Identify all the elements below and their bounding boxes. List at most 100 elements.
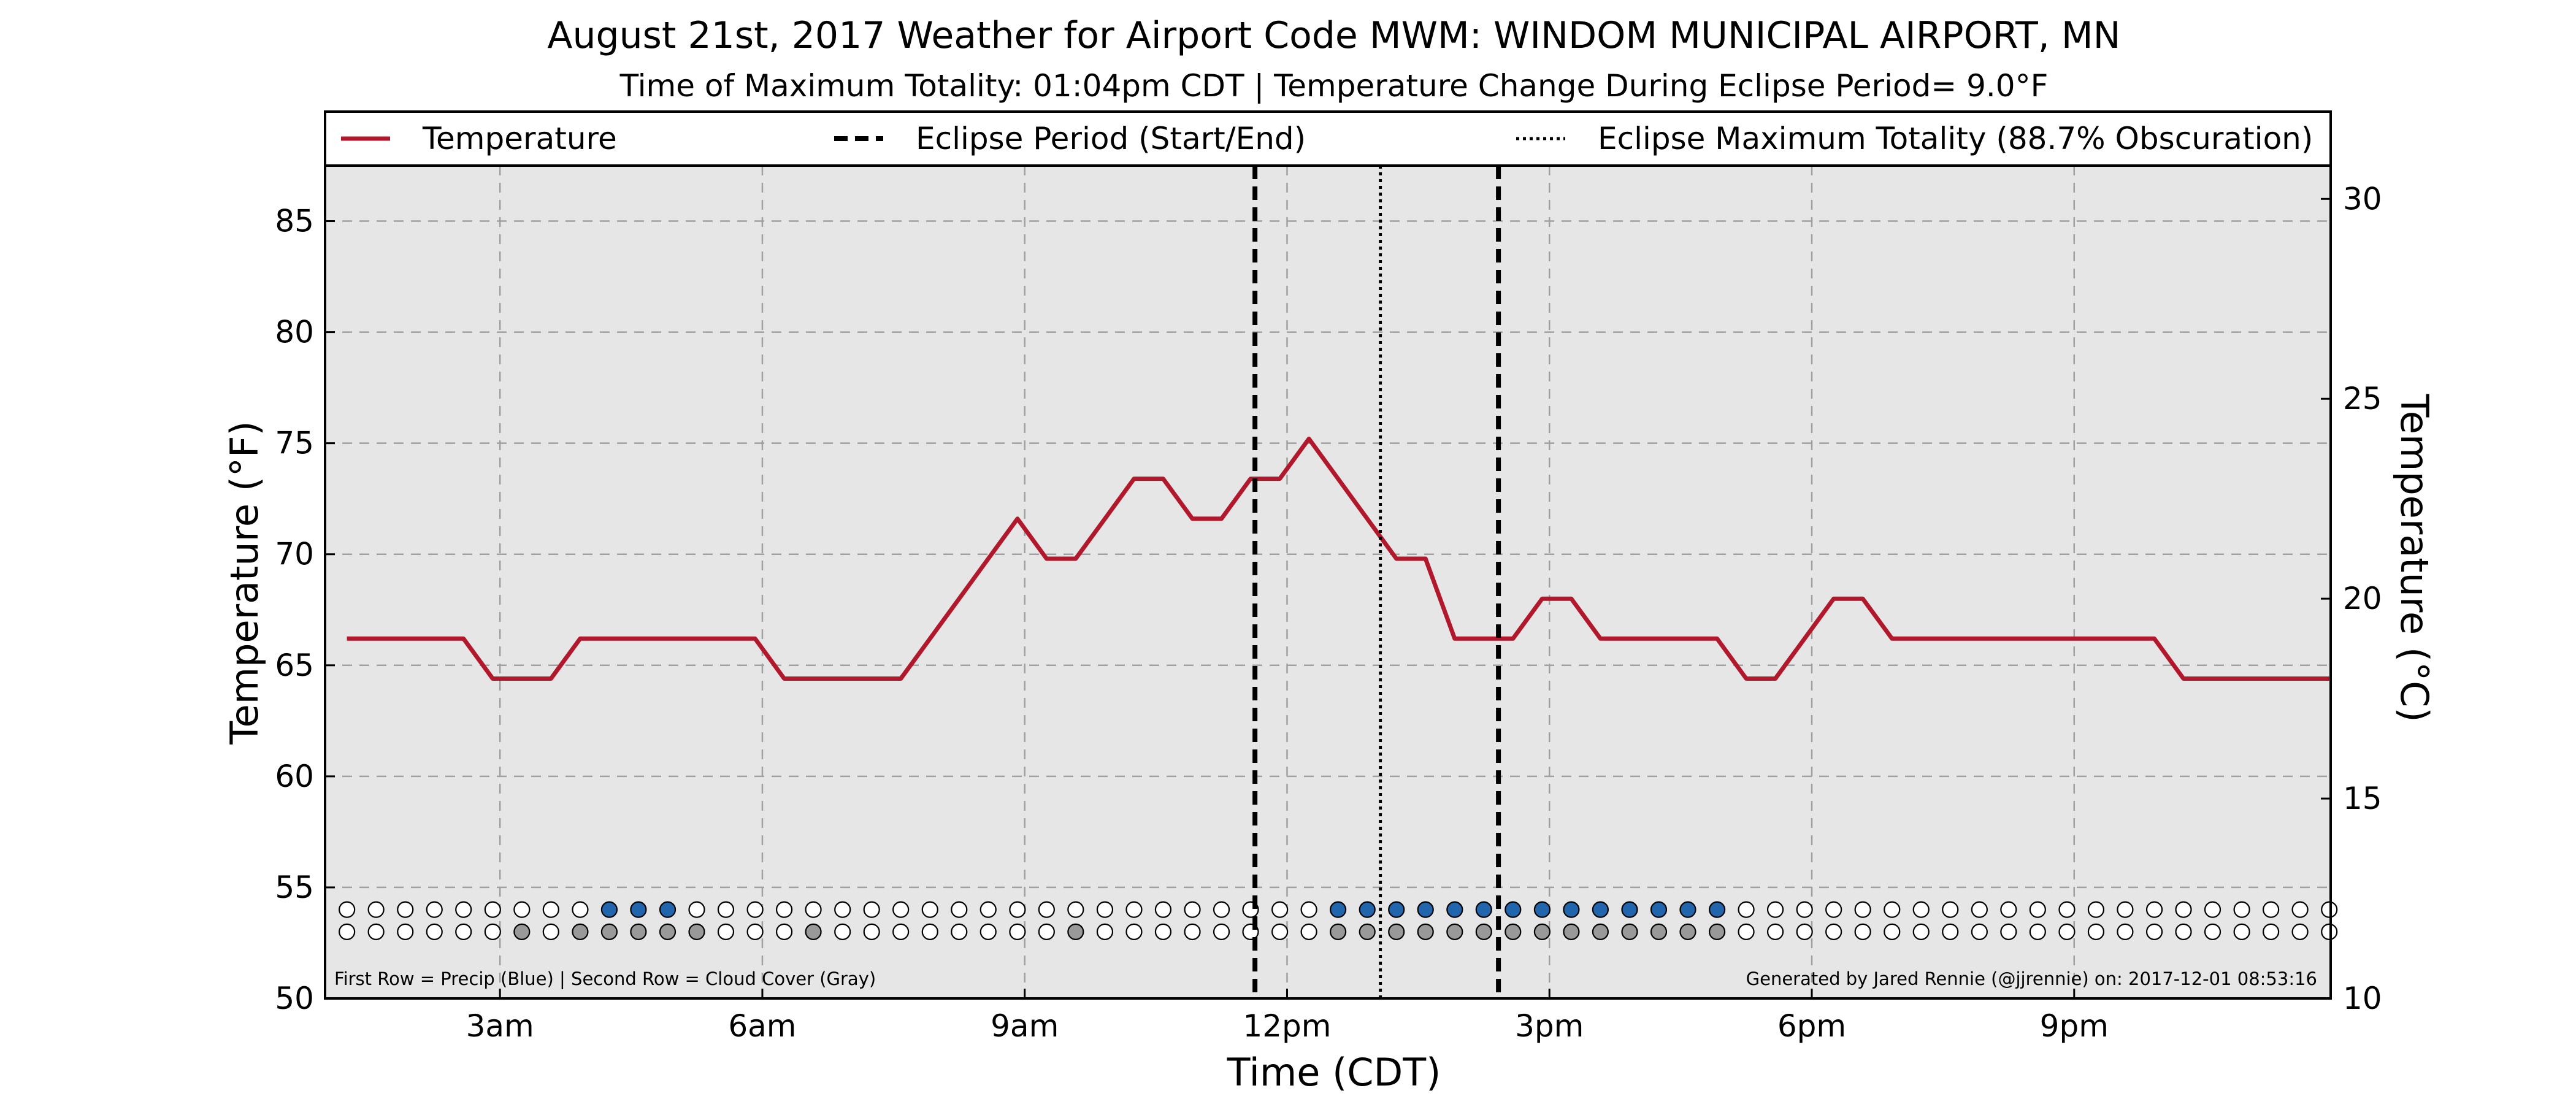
precip-marker <box>863 901 880 918</box>
legend-label: Eclipse Maximum Totality (88.7% Obscurat… <box>1598 121 2313 156</box>
precip-marker <box>630 901 647 918</box>
legend-box <box>324 110 2332 167</box>
precip-marker <box>951 901 968 918</box>
precip-marker <box>542 901 559 918</box>
cloud-cover-marker <box>805 923 822 940</box>
cloud-cover-marker <box>542 923 559 940</box>
y-axis-label-left: Temperature (°F) <box>222 421 267 745</box>
cloud-cover-marker <box>1300 923 1317 940</box>
precip-marker <box>1796 901 1813 918</box>
precip-marker <box>688 901 705 918</box>
cloud-cover-marker <box>2058 923 2076 940</box>
y-tick-label-left: 75 <box>275 426 314 461</box>
precip-marker <box>1009 901 1026 918</box>
cloud-cover-marker <box>2145 923 2163 940</box>
cloud-cover-marker <box>1884 923 1901 940</box>
cloud-cover-marker <box>1330 923 1347 940</box>
precip-marker <box>775 901 793 918</box>
precip-marker <box>397 901 414 918</box>
cloud-cover-marker <box>717 923 735 940</box>
cloud-cover-marker <box>1942 923 1959 940</box>
chart-subtitle: Time of Maximum Totality: 01:04pm CDT | … <box>619 68 2049 104</box>
cloud-cover-marker <box>951 923 968 940</box>
precip-marker <box>513 901 531 918</box>
y-tick-label-left: 85 <box>275 204 314 239</box>
x-tick-label: 3am <box>466 1008 534 1044</box>
cloud-cover-marker <box>397 923 414 940</box>
cloud-cover-marker <box>426 923 443 940</box>
cloud-cover-marker <box>1766 923 1784 940</box>
precip-marker <box>1388 901 1405 918</box>
precip-marker <box>1067 901 1084 918</box>
cloud-cover-marker <box>834 923 851 940</box>
y-axis-label-right: Temperature (°C) <box>2392 393 2437 722</box>
precip-marker <box>1971 901 1988 918</box>
cloud-cover-marker <box>1621 923 1638 940</box>
precip-marker <box>426 901 443 918</box>
y-tick-label-left: 65 <box>275 648 314 683</box>
x-tick-label: 9pm <box>2040 1008 2109 1044</box>
cloud-cover-marker <box>1417 923 1434 940</box>
x-tick-label: 3pm <box>1515 1008 1584 1044</box>
cloud-cover-marker <box>1096 923 1114 940</box>
cloud-cover-marker <box>1738 923 1755 940</box>
cloud-cover-marker <box>455 923 472 940</box>
y-tick-label-left: 70 <box>275 537 314 572</box>
cloud-cover-marker <box>1971 923 1988 940</box>
legend-label: Eclipse Period (Start/End) <box>916 121 1306 156</box>
cloud-cover-marker <box>863 923 880 940</box>
precip-marker <box>1533 901 1551 918</box>
cloud-cover-marker <box>2263 923 2280 940</box>
cloud-cover-marker <box>1446 923 1463 940</box>
cloud-cover-marker <box>339 923 356 940</box>
precip-marker <box>1621 901 1638 918</box>
precip-marker <box>1359 901 1376 918</box>
precip-marker <box>1942 901 1959 918</box>
precip-marker <box>1912 901 1930 918</box>
y-tick-label-right: 30 <box>2343 181 2382 216</box>
y-tick-label-left: 60 <box>275 759 314 794</box>
precip-marker <box>834 901 851 918</box>
y-tick-label-right: 20 <box>2343 581 2382 616</box>
plot-background <box>325 166 2331 998</box>
cloud-cover-marker <box>1796 923 1813 940</box>
cloud-cover-marker <box>513 923 531 940</box>
precip-marker <box>1884 901 1901 918</box>
cloud-cover-marker <box>2291 923 2309 940</box>
precip-marker <box>1184 901 1201 918</box>
chart-title: August 21st, 2017 Weather for Airport Co… <box>547 14 2120 57</box>
precip-marker <box>2087 901 2105 918</box>
cloud-cover-marker <box>659 923 677 940</box>
cloud-cover-marker <box>1038 923 1055 940</box>
precip-marker <box>1096 901 1114 918</box>
precip-marker <box>1650 901 1668 918</box>
y-tick-label-left: 80 <box>275 315 314 350</box>
cloud-cover-marker <box>1184 923 1201 940</box>
cloud-cover-marker <box>1825 923 1842 940</box>
precip-marker <box>2145 901 2163 918</box>
precip-marker <box>2175 901 2192 918</box>
cloud-cover-marker <box>1563 923 1580 940</box>
x-tick-label: 12pm <box>1243 1008 1331 1044</box>
cloud-cover-marker <box>1533 923 1551 940</box>
precip-marker <box>600 901 618 918</box>
precip-marker <box>1708 901 1726 918</box>
cloud-cover-marker <box>630 923 647 940</box>
precip-marker <box>1592 901 1609 918</box>
cloud-cover-marker <box>1912 923 1930 940</box>
footnote-left: First Row = Precip (Blue) | Second Row =… <box>334 968 876 989</box>
x-axis-label: Time (CDT) <box>1227 1050 1441 1095</box>
y-tick-label-right: 25 <box>2343 381 2382 416</box>
cloud-cover-marker <box>775 923 793 940</box>
cloud-cover-marker <box>921 923 938 940</box>
cloud-cover-marker <box>600 923 618 940</box>
precip-marker <box>659 901 677 918</box>
cloud-cover-marker <box>892 923 910 940</box>
precip-marker <box>572 901 589 918</box>
legend-label: Temperature <box>422 121 617 156</box>
precip-marker <box>2263 901 2280 918</box>
cloud-cover-marker <box>1125 923 1143 940</box>
legend: Temperature Eclipse Period (Start/End) Ecl… <box>324 110 2332 167</box>
precip-marker <box>1154 901 1172 918</box>
